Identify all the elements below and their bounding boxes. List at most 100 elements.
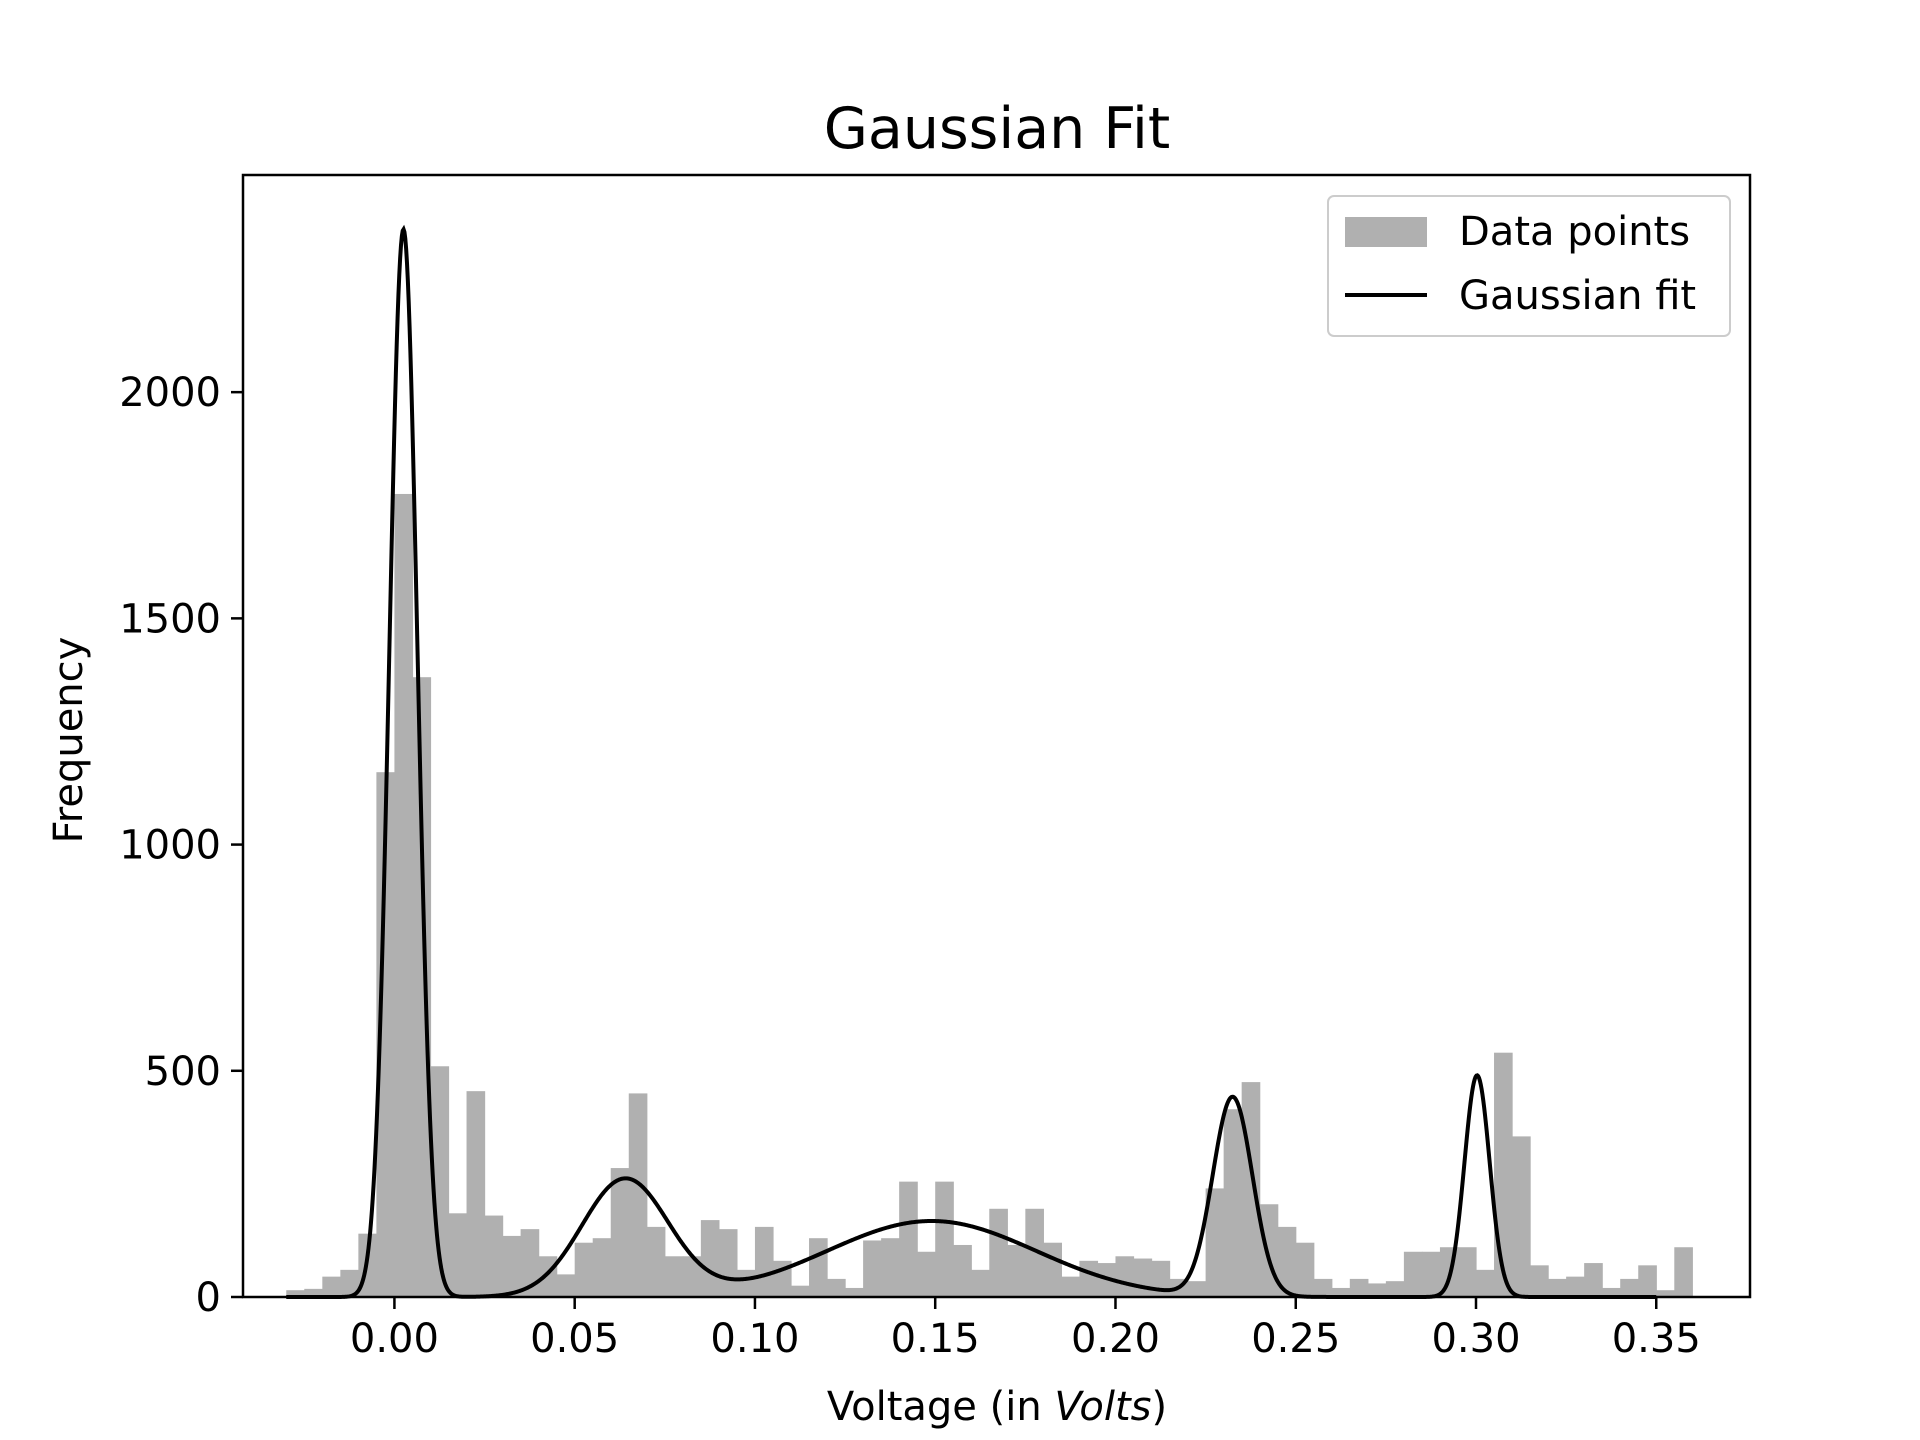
y-axis-title: Frequency <box>46 637 92 844</box>
histogram-bar <box>736 1269 756 1297</box>
histogram-bar <box>1079 1260 1099 1297</box>
histogram-bar <box>1025 1208 1044 1297</box>
histogram-bar <box>520 1229 540 1297</box>
histogram-bar <box>1061 1276 1081 1297</box>
histogram-bar <box>1548 1278 1567 1297</box>
histogram-bar <box>412 677 432 1297</box>
histogram-bar <box>718 1229 738 1297</box>
y-tick-label: 0 <box>196 1275 221 1321</box>
histogram-bar <box>1115 1256 1135 1297</box>
histogram-bar <box>700 1220 720 1297</box>
histogram-bar <box>502 1235 522 1297</box>
histogram-bar <box>989 1208 1008 1297</box>
histogram-bar <box>466 1091 486 1297</box>
histogram-bar <box>1512 1136 1531 1297</box>
legend-swatch-data-points <box>1345 217 1427 247</box>
histogram-bar <box>430 1066 450 1297</box>
histogram-bar <box>917 1251 936 1297</box>
x-tick-label: 0.20 <box>1071 1316 1160 1362</box>
histogram-bar <box>1223 1109 1243 1297</box>
histogram-bar <box>1566 1276 1585 1297</box>
histogram-bar <box>1313 1278 1333 1297</box>
legend-label-data-points: Data points <box>1459 209 1690 255</box>
x-tick-label: 0.15 <box>891 1316 980 1362</box>
histogram-bar <box>809 1238 828 1297</box>
histogram-bars <box>286 493 1693 1298</box>
histogram-bar <box>1331 1287 1351 1297</box>
x-axis-title-unit: Volts <box>1054 1384 1151 1430</box>
histogram-bar <box>304 1288 323 1297</box>
histogram-bar <box>1043 1242 1062 1297</box>
histogram-bar <box>863 1240 882 1297</box>
histogram-bar <box>1385 1281 1405 1297</box>
histogram-bar <box>953 1244 972 1297</box>
legend-box <box>1327 195 1731 337</box>
histogram-bar <box>376 772 396 1297</box>
y-tick-label: 1500 <box>119 596 221 642</box>
x-axis-title: Voltage (in Volts) <box>827 1384 1167 1430</box>
histogram-bar <box>1205 1188 1225 1297</box>
histogram-bar <box>556 1274 576 1297</box>
histogram-bar <box>1457 1247 1477 1297</box>
histogram-bar <box>1133 1258 1153 1297</box>
legend-label-gaussian-fit: Gaussian fit <box>1459 273 1696 319</box>
histogram-bar <box>574 1242 594 1297</box>
x-tick-label: 0.05 <box>530 1316 619 1362</box>
histogram-bar <box>1007 1244 1026 1297</box>
histogram-bar <box>1349 1278 1369 1297</box>
histogram-bar <box>1241 1082 1261 1297</box>
histogram-bar <box>1259 1204 1279 1297</box>
histogram-bar <box>899 1181 918 1297</box>
histogram-bar <box>1277 1226 1297 1298</box>
y-tick-label: 1000 <box>119 823 221 869</box>
histogram-bar <box>827 1278 846 1297</box>
histogram-bar <box>394 493 414 1298</box>
histogram-bar <box>1187 1281 1207 1297</box>
histogram-bar <box>592 1238 612 1297</box>
legend: Data points Gaussian fit <box>1327 195 1731 337</box>
histogram-bar <box>1674 1247 1693 1297</box>
x-tick-label: 0.25 <box>1251 1316 1340 1362</box>
histogram-bar <box>682 1256 702 1297</box>
histogram-bar <box>1476 1269 1495 1297</box>
histogram-bar <box>484 1215 504 1297</box>
x-axis-title-part: Voltage (in <box>827 1384 1055 1430</box>
histogram-bar <box>1403 1251 1423 1297</box>
histogram-bar <box>646 1226 666 1298</box>
y-tick-label: 2000 <box>119 370 221 416</box>
plot-area-frame <box>241 173 1752 1299</box>
histogram-bar <box>1584 1263 1603 1297</box>
histogram-bar <box>935 1181 954 1297</box>
histogram-bar <box>881 1238 900 1297</box>
histogram-bar <box>971 1269 990 1297</box>
histogram-bar <box>1421 1251 1441 1297</box>
histogram-bar <box>628 1093 648 1297</box>
histogram-bar <box>664 1256 684 1297</box>
histogram-bar <box>1656 1290 1675 1297</box>
histogram-bar <box>1530 1265 1549 1297</box>
x-tick-label: 0.10 <box>710 1316 799 1362</box>
histogram-bar <box>1638 1265 1657 1297</box>
gaussian-fit-line <box>286 224 1657 1299</box>
histogram-bar <box>1602 1287 1621 1297</box>
x-tick-label: 0.00 <box>350 1316 439 1362</box>
histogram-bar <box>754 1226 774 1298</box>
histogram-bar <box>340 1269 359 1297</box>
histogram-bar <box>845 1287 864 1297</box>
y-tick-label: 500 <box>145 1049 221 1095</box>
histogram-bar <box>1620 1278 1639 1297</box>
histogram-bar <box>322 1276 341 1297</box>
y-axis-ticks: 0 500 1000 1500 2000 <box>119 370 243 1321</box>
chart-title: Gaussian Fit <box>824 96 1170 162</box>
x-tick-label: 0.35 <box>1612 1316 1701 1362</box>
histogram-bar <box>1367 1283 1387 1297</box>
histogram-bar <box>791 1285 810 1297</box>
histogram-bar <box>1494 1052 1513 1297</box>
x-tick-label: 0.30 <box>1431 1316 1520 1362</box>
histogram-bar <box>286 1290 305 1297</box>
x-axis-title-part: ) <box>1152 1384 1168 1430</box>
histogram-bar <box>1295 1242 1315 1297</box>
histogram-bar <box>448 1213 468 1297</box>
